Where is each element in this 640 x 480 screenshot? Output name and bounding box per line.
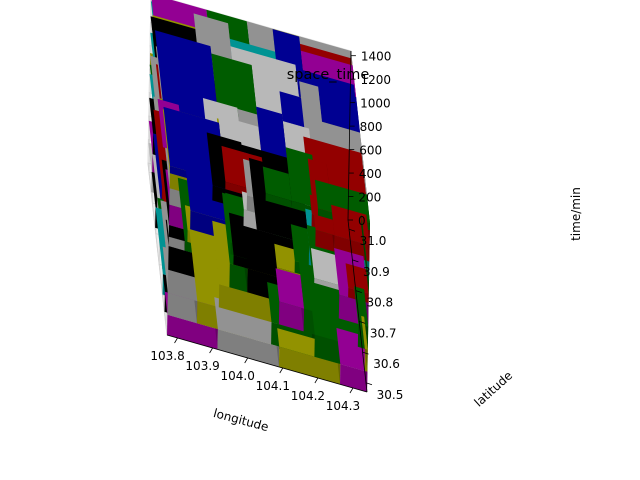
y-tick-label: 31.0 (360, 234, 387, 248)
z-tick-label: 1400 (361, 50, 392, 64)
y-tick-mark (359, 320, 366, 324)
x-axis-label: longitude (212, 406, 270, 434)
voxel-front-face (265, 193, 292, 208)
z-tick-label: 200 (358, 191, 381, 205)
voxel-top-face (361, 214, 369, 282)
voxel-front-face (278, 346, 341, 385)
voxel-side-face (361, 214, 369, 294)
voxel-front-face (278, 301, 305, 332)
voxel-front-face (334, 235, 370, 262)
z-tick-label: 1200 (361, 73, 392, 87)
voxel-front-face (229, 263, 248, 293)
voxel-front-face (167, 292, 198, 324)
voxel-top-face (155, 30, 219, 123)
voxel-front-face (218, 284, 280, 325)
y-tick-mark (365, 382, 373, 386)
voxel-top-face (361, 315, 368, 350)
x-axis-line (166, 334, 368, 393)
y-tick-mark (348, 228, 356, 232)
y-tick-mark (352, 259, 359, 263)
z-tick-label: 800 (360, 120, 383, 134)
y-axis-line (347, 219, 368, 393)
voxel-block (361, 315, 368, 372)
x-tick-mark (314, 377, 319, 384)
y-tick-label: 30.7 (370, 326, 397, 340)
voxel-block (361, 214, 369, 294)
voxel-block (262, 166, 292, 208)
x-tick-label: 103.9 (185, 359, 219, 373)
voxel-front-face (168, 236, 185, 251)
voxel-front-face (340, 364, 368, 392)
y-tick-label: 30.9 (363, 265, 390, 279)
chart-title: space_time (287, 67, 370, 83)
voxel-top-face (354, 286, 369, 327)
z-tick-label: 600 (359, 144, 382, 158)
voxel-top-face (275, 268, 305, 309)
y-axis-label: latitude (472, 368, 516, 409)
z-axis-label: time/min (569, 187, 583, 241)
voxel-top-face (345, 263, 369, 294)
voxel-front-face (217, 329, 280, 367)
z-tick-label: 400 (359, 167, 382, 181)
y-tick-label: 30.8 (366, 296, 393, 310)
x-tick-mark (279, 367, 284, 374)
voxel-block (331, 204, 370, 262)
y-tick-label: 30.5 (377, 388, 404, 402)
x-tick-label: 104.2 (291, 389, 325, 403)
x-tick-mark (244, 357, 249, 364)
x-tick-label: 104.0 (221, 369, 255, 383)
z-tick-label: 0 (358, 214, 366, 228)
voxel-front-face (315, 229, 335, 252)
voxel-front-face (167, 314, 218, 350)
voxel-block (275, 268, 305, 332)
x-tick-mark (209, 347, 213, 354)
voxel-top-face (262, 166, 292, 201)
x-tick-label: 103.8 (150, 349, 184, 363)
z-tick-label: 1000 (360, 97, 391, 111)
voxel-front-face (168, 225, 188, 242)
y-tick-label: 30.6 (373, 357, 400, 371)
y-tick-mark (355, 290, 362, 294)
y-tick-mark (362, 351, 369, 355)
x-tick-label: 104.3 (326, 399, 360, 413)
x-tick-mark (349, 387, 354, 394)
voxel-top-face (331, 204, 370, 246)
x-tick-label: 104.1 (256, 379, 290, 393)
voxel-blocks (148, 0, 370, 392)
voxel-top-face (272, 28, 300, 37)
x-tick-mark (174, 337, 178, 344)
